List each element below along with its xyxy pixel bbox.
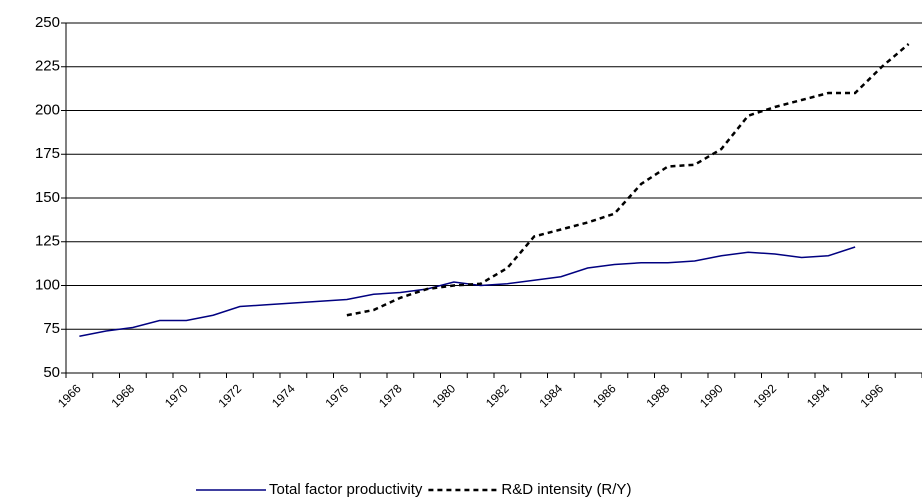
series-line [346,43,910,317]
x-tick-label: 1994 [804,381,833,410]
legend-label: R&D intensity (R/Y) [501,481,631,498]
x-tick-label: 1988 [643,381,672,410]
x-tick-label: 1972 [215,381,244,410]
x-tick-label: 1996 [857,381,886,410]
x-tick-label: 1970 [162,381,191,410]
y-tick-label: 125 [35,233,60,250]
y-tick-label: 200 [35,101,60,118]
y-tick-label: 250 [35,14,60,31]
x-tick-label: 1976 [322,381,351,410]
x-tick-label: 1978 [376,381,405,410]
x-tick-label: 1980 [429,381,458,410]
series-line [79,246,856,337]
x-tick-label: 1982 [483,381,512,410]
y-tick-label: 150 [35,189,60,206]
y-tick-label: 75 [43,320,60,337]
y-tick-label: 175 [35,145,60,162]
x-tick-label: 1984 [536,381,565,410]
x-tick-label: 1992 [750,381,779,410]
y-tick-label: 100 [35,276,60,293]
x-tick-label: 1966 [55,381,84,410]
y-tick-label: 50 [43,364,60,381]
x-tick-label: 1990 [697,381,726,410]
x-tick-label: 1968 [108,381,137,410]
x-tick-label: 1986 [590,381,619,410]
legend-label: Total factor productivity [269,481,423,498]
y-tick-label: 225 [35,58,60,75]
x-tick-label: 1974 [269,381,298,410]
